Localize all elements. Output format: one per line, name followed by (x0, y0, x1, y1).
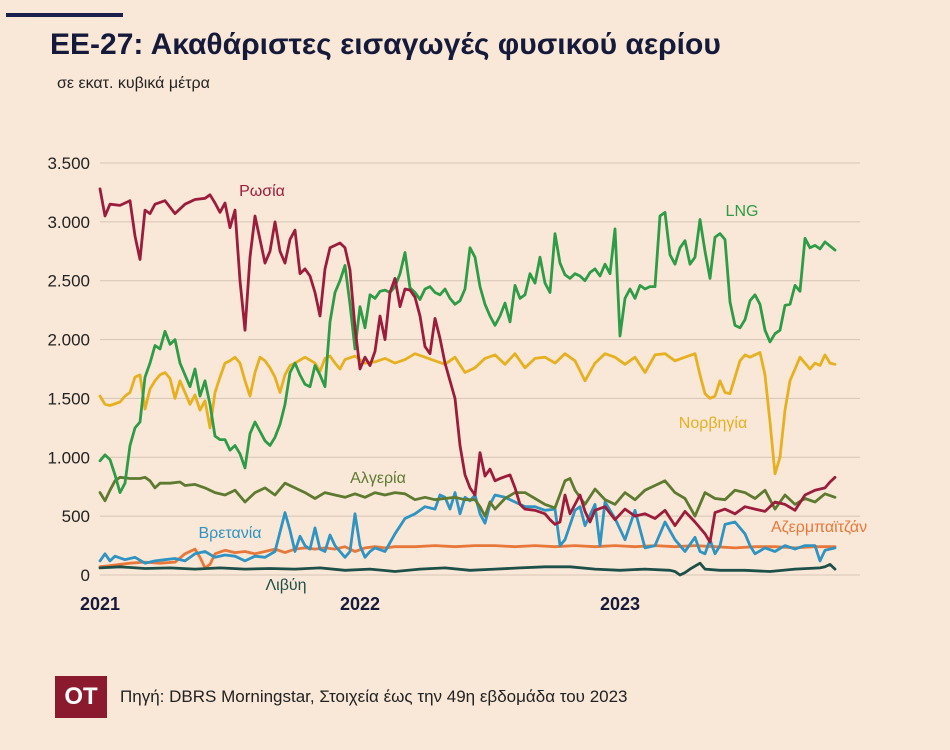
series-label: Λιβύη (265, 577, 306, 594)
x-axis-ticks: 2021 2022 2023 (80, 594, 640, 614)
y-tick-label: 3.000 (47, 213, 90, 232)
series-line (98, 475, 837, 518)
y-axis-ticks: 0 500 1.000 1.500 2.000 2.500 3.000 3.500 (47, 154, 90, 585)
y-tick-label: 0 (81, 566, 90, 585)
y-tick-label: 2.000 (47, 331, 90, 350)
ot-logo: OT (55, 676, 107, 718)
y-tick-label: 1.500 (47, 389, 90, 408)
series-line (98, 561, 837, 577)
y-tick-label: 500 (62, 507, 90, 526)
series-labels: Ρωσία LNG Νορβηγία Αλγερία Βρετανία Αζερμπαϊτ… (198, 183, 867, 594)
x-tick-label: 2022 (340, 594, 380, 614)
x-tick-label: 2023 (600, 594, 640, 614)
series-line (98, 544, 837, 570)
series-label: LNG (726, 203, 759, 220)
series-label: Αζερμπαϊτζάν (771, 519, 867, 536)
chart-subtitle: σε εκατ. κυβικά μέτρα (57, 75, 210, 92)
grid-lines (100, 162, 860, 576)
series-label: Νορβηγία (679, 415, 747, 432)
series-label: Αλγερία (350, 470, 406, 487)
top-accent-bar (6, 13, 123, 17)
y-tick-label: 1.000 (47, 448, 90, 467)
source-note: Πηγή: DBRS Morningstar, Στοιχεία έως την… (120, 687, 628, 706)
series-lines (98, 187, 837, 577)
series-label: Ρωσία (239, 183, 285, 200)
series-label: Βρετανία (198, 525, 261, 542)
chart-title: ΕΕ-27: Ακαθάριστες εισαγωγές φυσικού αερ… (50, 28, 721, 61)
series-line (98, 351, 837, 476)
series-line (98, 211, 837, 494)
series-line (98, 491, 837, 565)
series-line (98, 187, 837, 544)
y-tick-label: 2.500 (47, 272, 90, 291)
y-tick-label: 3.500 (47, 154, 90, 173)
x-tick-label: 2021 (80, 594, 120, 614)
